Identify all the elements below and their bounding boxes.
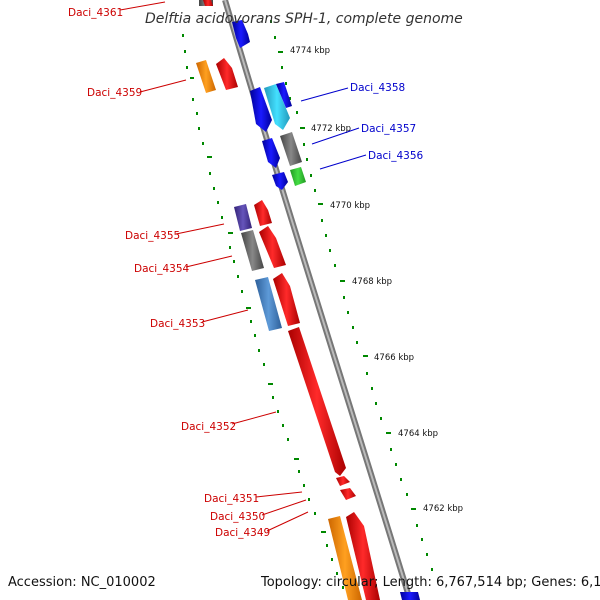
gene-daci-4354-red-feature[interactable] (259, 226, 286, 268)
accession-text: Accession: NC_010002 (8, 575, 156, 590)
gene-daci-4351-feature[interactable] (336, 476, 350, 486)
ruler-label: 4774 kbp (290, 46, 330, 56)
gene-top-blue-feature[interactable] (232, 20, 250, 48)
gene-daci-4355-red-feature[interactable] (254, 200, 272, 226)
ruler-labels: 4774 kbp 4772 kbp 4770 kbp 4768 kbp 4766… (290, 46, 463, 514)
gene-label-daci-4353[interactable]: Daci_4353 (150, 318, 205, 330)
genome-summary-text: Topology: circular; Length: 6,767,514 bp… (260, 575, 600, 590)
ruler-label: 4768 kbp (352, 277, 392, 287)
gene-daci-4358-b-feature[interactable] (276, 82, 292, 108)
ruler-label: 4762 kbp (423, 504, 463, 514)
leader-lines (119, 1, 367, 532)
gene-daci-4358-blue-feature[interactable] (250, 87, 272, 132)
gene-label-daci-4351[interactable]: Daci_4351 (204, 493, 259, 505)
ruler-label: 4772 kbp (311, 124, 351, 134)
gene-daci-4350-feature[interactable] (340, 488, 356, 500)
gene-daci-4359-orange-feature[interactable] (196, 60, 216, 93)
gene-daci-4356-green-feature[interactable] (290, 167, 306, 186)
gene-label-daci-4359[interactable]: Daci_4359 (87, 87, 142, 99)
gene-daci-4354-gray-feature[interactable] (241, 230, 264, 271)
left-dotted-track (182, 34, 344, 589)
map-title: Delftia acidovorans SPH-1, complete geno… (145, 11, 463, 27)
gene-label-daci-4358[interactable]: Daci_4358 (350, 82, 405, 94)
gene-daci-4356-blue-feature[interactable] (272, 172, 288, 190)
gene-daci-4359-red-feature[interactable] (216, 58, 238, 90)
gene-label-daci-4350[interactable]: Daci_4350 (210, 511, 265, 523)
gene-daci-4355-purple-feature[interactable] (234, 204, 252, 231)
gene-daci-4352-feature[interactable] (288, 327, 346, 476)
gene-daci-4353-red-feature[interactable] (273, 273, 300, 326)
gene-daci-4361b-feature[interactable] (203, 0, 213, 6)
gene-label-daci-4357[interactable]: Daci_4357 (361, 123, 416, 135)
gene-daci-4353-steel-feature[interactable] (255, 277, 282, 331)
gene-daci-4349-red-feature[interactable] (346, 512, 380, 600)
gene-label-daci-4352[interactable]: Daci_4352 (181, 421, 236, 433)
gene-features (196, 0, 420, 600)
ruler-label: 4764 kbp (398, 429, 438, 439)
ruler-label: 4770 kbp (330, 201, 370, 211)
gene-label-daci-4355[interactable]: Daci_4355 (125, 230, 180, 242)
gene-label-daci-4356[interactable]: Daci_4356 (368, 150, 424, 162)
gene-label-daci-4349[interactable]: Daci_4349 (215, 527, 270, 539)
ruler-label: 4766 kbp (374, 353, 414, 363)
gene-daci-4357-blue-feature[interactable] (262, 138, 280, 168)
gene-labels: Daci_4361 Daci_4359 Daci_4355 Daci_4354 … (68, 7, 424, 539)
gene-daci-4349-orange-feature[interactable] (328, 516, 362, 600)
gene-bottom-blue-feature[interactable] (400, 592, 420, 600)
gene-label-daci-4354[interactable]: Daci_4354 (134, 263, 190, 275)
gene-daci-4357-gray-feature[interactable] (280, 132, 302, 166)
gene-daci-4358-cyan-feature[interactable] (264, 84, 290, 130)
right-dotted-track (270, 20, 433, 571)
gene-label-daci-4361[interactable]: Daci_4361 (68, 7, 123, 19)
